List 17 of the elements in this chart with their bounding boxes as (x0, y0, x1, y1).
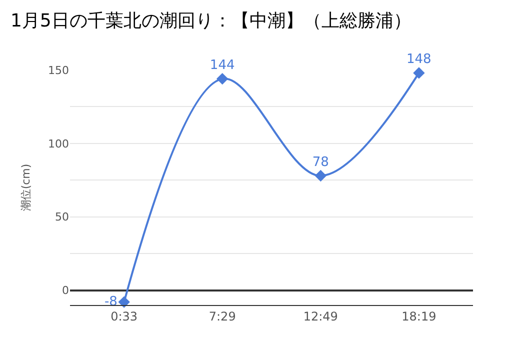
point (216, 72, 228, 85)
point (413, 67, 425, 79)
y-tick-label: 0 (62, 284, 69, 298)
x-tick-label: 12:49 (303, 309, 338, 324)
y-tick-label: 50 (55, 210, 69, 224)
x-tick-label: 0:33 (110, 309, 138, 324)
y-tick-label: 100 (48, 137, 69, 150)
y-axis-title: 潮位(cm) (20, 164, 33, 212)
point (118, 296, 130, 308)
point (314, 170, 326, 182)
x-tick-label: 18:19 (402, 309, 436, 324)
x-tick-label: 7:29 (208, 309, 236, 324)
data-label: 144 (210, 58, 235, 73)
data-label: 148 (406, 52, 432, 68)
chart-title: 1月5日の千葉北の潮回り：【中潮】（上総勝浦） (10, 10, 412, 32)
y-tick-label: 150 (48, 64, 69, 77)
data-label: 78 (312, 154, 329, 170)
